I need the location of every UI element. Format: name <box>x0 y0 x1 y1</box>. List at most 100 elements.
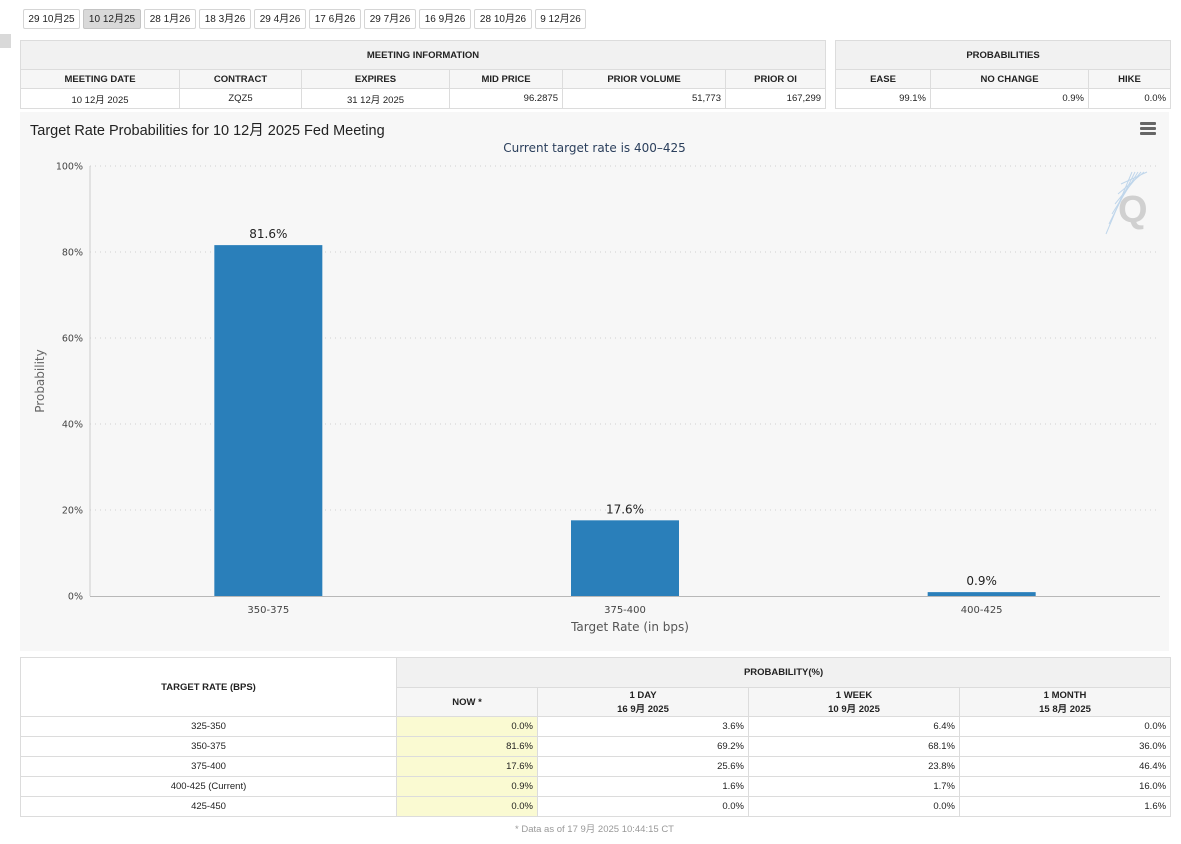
date-tab[interactable]: 29 7月26 <box>364 9 416 29</box>
table-row: 375-400 17.6% 25.6% 23.8% 46.4% <box>20 756 1172 777</box>
date-tab[interactable]: 28 10月26 <box>474 9 532 29</box>
date-tab-active[interactable]: 10 12月25 <box>83 9 141 29</box>
month-cell: 0.0% <box>958 716 1172 737</box>
month-cell: 36.0% <box>958 736 1172 757</box>
col-1-month: 1 MONTH 15 8月 2025 <box>958 687 1172 717</box>
prior-volume-value: 51,773 <box>562 88 726 109</box>
watermark-logo-icon: Q <box>1105 171 1148 235</box>
watermark-letter: Q <box>1118 189 1148 231</box>
x-tick-label: 350-375 <box>247 605 289 616</box>
expires-value: 31 12月 2025 <box>301 88 450 109</box>
y-tick-label: 40% <box>62 420 83 431</box>
day-cell: 0.0% <box>537 796 749 817</box>
meeting-information-table: MEETING INFORMATION MEETING DATE CONTRAC… <box>19 40 827 109</box>
date-tab[interactable]: 16 9月26 <box>419 9 471 29</box>
day-cell: 1.6% <box>537 776 749 797</box>
prior-oi-value: 167,299 <box>724 88 827 109</box>
rate-cell: 375-400 <box>20 756 397 777</box>
date-tab[interactable]: 9 12月26 <box>535 9 586 29</box>
date-tab[interactable]: 18 3月26 <box>199 9 251 29</box>
x-tick-label: 400-425 <box>961 605 1003 616</box>
week-cell: 6.4% <box>748 716 960 737</box>
y-axis-title: Probability <box>33 349 47 412</box>
mid-price-value: 96.2875 <box>449 88 563 109</box>
data-timestamp-footnote: * Data as of 17 9月 2025 10:44:15 CT <box>515 824 674 835</box>
date-tab[interactable]: 28 1月26 <box>144 9 196 29</box>
col-meeting-date: MEETING DATE <box>20 69 180 89</box>
month-cell: 46.4% <box>958 756 1172 777</box>
col-expires: EXPIRES <box>301 69 450 89</box>
target-rate-header: TARGET RATE (BPS) <box>20 657 397 717</box>
bar-400-425 <box>927 592 1036 596</box>
col-1-day-date: 16 9月 2025 <box>617 703 669 715</box>
x-tick-label: 375-400 <box>604 605 646 616</box>
data-label: 81.6% <box>249 227 287 241</box>
col-no-change: NO CHANGE <box>930 69 1089 89</box>
day-cell: 69.2% <box>537 736 749 757</box>
col-ease: EASE <box>835 69 931 89</box>
probabilities-title: PROBABILITIES <box>834 40 1172 70</box>
y-tick-label: 60% <box>62 334 83 345</box>
col-now: NOW * <box>396 687 538 717</box>
col-1-week-label: 1 WEEK <box>835 689 873 701</box>
col-1-week: 1 WEEK 10 9月 2025 <box>748 687 960 717</box>
col-1-day-label: 1 DAY <box>629 689 657 701</box>
date-tab[interactable]: 29 4月26 <box>254 9 306 29</box>
x-axis-title: Target Rate (in bps) <box>570 620 689 634</box>
ease-value: 99.1% <box>835 88 931 109</box>
week-cell: 68.1% <box>748 736 960 757</box>
date-tab[interactable]: 17 6月26 <box>309 9 361 29</box>
col-prior-oi: PRIOR OI <box>724 69 827 89</box>
y-tick-label: 80% <box>62 248 83 259</box>
y-tick-label: 100% <box>56 162 83 173</box>
table-row: 10 12月 2025 ZQZ5 31 12月 2025 96.2875 51,… <box>20 88 827 109</box>
col-1-month-label: 1 MONTH <box>1043 689 1087 701</box>
col-mid-price: MID PRICE <box>449 69 563 89</box>
meeting-date-value: 10 12月 2025 <box>20 88 180 109</box>
bar-375-400 <box>571 520 679 596</box>
col-hike: HIKE <box>1087 69 1172 89</box>
target-rate-chart: 0% 20% 40% 60% 80% 100% 81.6% 350-375 17.6% 375-4… <box>33 162 1160 634</box>
rate-cell: 400-425 (Current) <box>20 776 397 797</box>
col-contract: CONTRACT <box>179 69 302 89</box>
contract-value: ZQZ5 <box>179 88 302 109</box>
table-row: 99.1% 0.9% 0.0% <box>835 88 1172 109</box>
meeting-information-title: MEETING INFORMATION <box>19 40 827 70</box>
week-cell: 1.7% <box>748 776 960 797</box>
month-cell: 1.6% <box>958 796 1172 817</box>
rate-cell: 425-450 <box>20 796 397 817</box>
col-1-month-date: 15 8月 2025 <box>1039 703 1091 715</box>
rate-cell: 350-375 <box>20 736 397 757</box>
now-cell: 0.0% <box>396 716 538 737</box>
rate-cell: 325-350 <box>20 716 397 737</box>
chart-subtitle: Current target rate is 400–425 <box>503 141 686 155</box>
y-tick-label: 0% <box>68 592 83 603</box>
week-cell: 0.0% <box>748 796 960 817</box>
table-row: 325-350 0.0% 3.6% 6.4% 0.0% <box>20 716 1172 737</box>
hike-value: 0.0% <box>1087 88 1172 109</box>
col-prior-volume: PRIOR VOLUME <box>562 69 726 89</box>
bar-350-375 <box>214 245 323 596</box>
col-now-label: NOW * <box>452 696 482 708</box>
date-tab[interactable]: 29 10月25 <box>23 9 80 29</box>
now-cell: 0.0% <box>396 796 538 817</box>
chart-title: Target Rate Probabilities for 10 12月 202… <box>30 123 385 139</box>
day-cell: 25.6% <box>537 756 749 777</box>
month-cell: 16.0% <box>958 776 1172 797</box>
target-rate-chart-panel: 0% 20% 40% 60% 80% 100% 81.6% 350-375 17.6% 375-4… <box>20 112 1169 651</box>
no-change-value: 0.9% <box>930 88 1089 109</box>
table-row: 350-375 81.6% 69.2% 68.1% 36.0% <box>20 736 1172 757</box>
week-cell: 23.8% <box>748 756 960 777</box>
now-cell: 17.6% <box>396 756 538 777</box>
sidebar-toggle-handle[interactable] <box>0 34 11 48</box>
chart-menu-icon[interactable] <box>1140 122 1156 138</box>
probabilities-table: PROBABILITIES EASE NO CHANGE HIKE 99.1% … <box>834 40 1172 109</box>
data-label: 17.6% <box>606 502 644 516</box>
data-label: 0.9% <box>966 574 997 588</box>
probability-history-table: TARGET RATE (BPS) PROBABILITY(%) NOW * 1… <box>20 657 1172 817</box>
col-1-day: 1 DAY 16 9月 2025 <box>537 687 749 717</box>
table-row: 425-450 0.0% 0.0% 0.0% 1.6% <box>20 796 1172 817</box>
probability-header: PROBABILITY(%) <box>395 657 1172 688</box>
day-cell: 3.6% <box>537 716 749 737</box>
col-1-week-date: 10 9月 2025 <box>828 703 880 715</box>
